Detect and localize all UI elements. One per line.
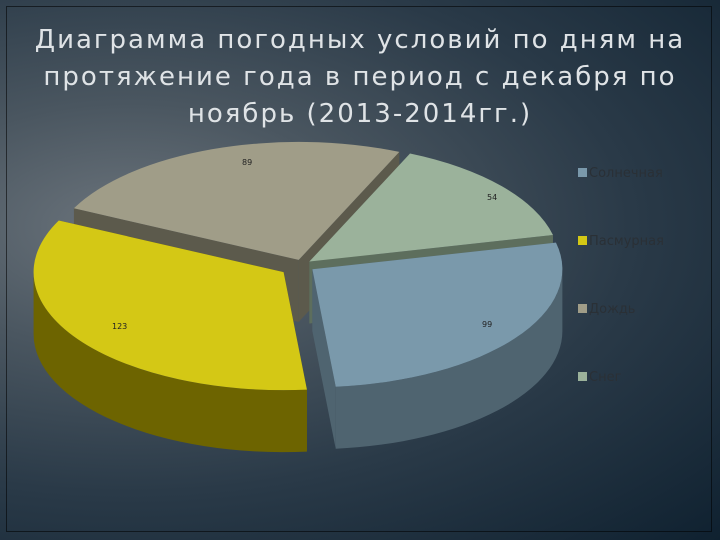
slice-wall: [312, 269, 336, 449]
slice-top: [73, 141, 400, 260]
legend-item-1: Пасмурная: [578, 234, 664, 249]
legend-label: Дождь: [589, 302, 635, 317]
legend-label: Снег: [589, 370, 622, 385]
legend-item-0: Солнечная: [578, 166, 663, 181]
pie-slice-1: [33, 220, 307, 453]
pie-slice-0: [312, 242, 563, 449]
legend-swatch: [578, 236, 587, 245]
slide-frame: [6, 6, 712, 532]
slice-top: [312, 242, 563, 387]
slice-top: [309, 153, 553, 262]
legend-swatch: [578, 168, 587, 177]
data-label-0: 99: [482, 320, 492, 329]
legend: Солнечная Пасмурная Дождь Снег: [578, 166, 664, 385]
legend-item-2: Дождь: [578, 302, 635, 317]
data-label-3: 54: [487, 193, 497, 202]
data-labels: 99 123 89 54: [112, 158, 497, 331]
legend-swatch: [578, 372, 587, 381]
pie-layer: [33, 141, 563, 453]
slice-top: [33, 220, 307, 391]
slice-side: [335, 269, 563, 449]
slice-side: [33, 272, 307, 453]
legend-item-3: Снег: [578, 370, 622, 385]
legend-label: Пасмурная: [589, 234, 664, 249]
legend-label: Солнечная: [589, 166, 663, 181]
chart-title: Диаграмма погодных условий по дням на пр…: [34, 25, 686, 129]
data-label-2: 89: [242, 158, 252, 167]
data-label-1: 123: [112, 322, 127, 331]
legend-swatch: [578, 304, 587, 313]
